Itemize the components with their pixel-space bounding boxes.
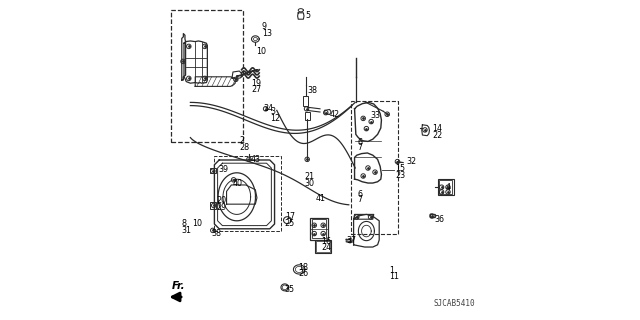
Text: 38: 38 xyxy=(211,229,221,238)
Text: 22: 22 xyxy=(432,131,442,140)
Bar xyxy=(312,219,326,238)
Text: 7: 7 xyxy=(357,143,362,152)
Text: 29: 29 xyxy=(216,203,227,212)
Text: 12: 12 xyxy=(270,114,280,123)
Bar xyxy=(438,179,454,195)
Text: 27: 27 xyxy=(251,85,262,94)
Text: 26: 26 xyxy=(298,269,308,278)
Text: 20: 20 xyxy=(216,196,227,205)
Text: 23: 23 xyxy=(396,171,405,180)
Text: 35: 35 xyxy=(285,285,295,294)
Text: 33: 33 xyxy=(371,111,381,120)
Text: 18: 18 xyxy=(298,263,308,272)
Text: 6: 6 xyxy=(357,138,362,147)
Bar xyxy=(303,96,308,106)
Text: 21: 21 xyxy=(304,172,314,181)
Text: 11: 11 xyxy=(388,272,399,281)
Text: 8: 8 xyxy=(182,220,187,228)
Bar xyxy=(172,10,243,142)
Text: 32: 32 xyxy=(406,157,417,166)
Text: 2: 2 xyxy=(239,136,244,145)
Text: 4: 4 xyxy=(445,183,451,192)
Bar xyxy=(305,112,310,120)
Bar xyxy=(316,241,330,252)
Text: SJCAB5410: SJCAB5410 xyxy=(433,299,475,308)
Text: 42: 42 xyxy=(330,110,340,119)
Text: 38: 38 xyxy=(307,86,317,95)
Text: 40: 40 xyxy=(233,180,243,188)
Text: Fr.: Fr. xyxy=(172,281,186,291)
Bar xyxy=(310,218,328,240)
Text: 25: 25 xyxy=(285,219,295,228)
Text: 30: 30 xyxy=(304,179,314,188)
Bar xyxy=(439,180,452,194)
Text: 19: 19 xyxy=(251,79,261,88)
Bar xyxy=(315,240,332,253)
Text: 5: 5 xyxy=(305,12,310,20)
Bar xyxy=(210,202,216,209)
Text: 34: 34 xyxy=(263,104,273,113)
Text: 1: 1 xyxy=(388,266,394,275)
Text: 43: 43 xyxy=(250,156,260,164)
Text: 14: 14 xyxy=(432,124,442,133)
Text: 41: 41 xyxy=(316,194,326,203)
Bar xyxy=(210,168,216,173)
Text: 16: 16 xyxy=(322,237,332,246)
Bar xyxy=(351,101,398,234)
Text: 31: 31 xyxy=(182,226,192,235)
Text: 10: 10 xyxy=(256,47,266,56)
Text: 24: 24 xyxy=(322,244,332,252)
Text: 6: 6 xyxy=(357,190,362,199)
Text: 15: 15 xyxy=(396,164,405,173)
Bar xyxy=(214,156,281,231)
Text: 9: 9 xyxy=(262,22,267,31)
Text: 28: 28 xyxy=(239,143,249,152)
Text: 39: 39 xyxy=(219,165,228,174)
Text: 37: 37 xyxy=(347,236,357,245)
Text: 13: 13 xyxy=(262,29,272,38)
Text: 17: 17 xyxy=(285,212,295,221)
Text: 10: 10 xyxy=(192,219,202,228)
Text: 36: 36 xyxy=(435,215,445,224)
Text: 7: 7 xyxy=(357,196,362,204)
Text: 3: 3 xyxy=(270,108,275,116)
